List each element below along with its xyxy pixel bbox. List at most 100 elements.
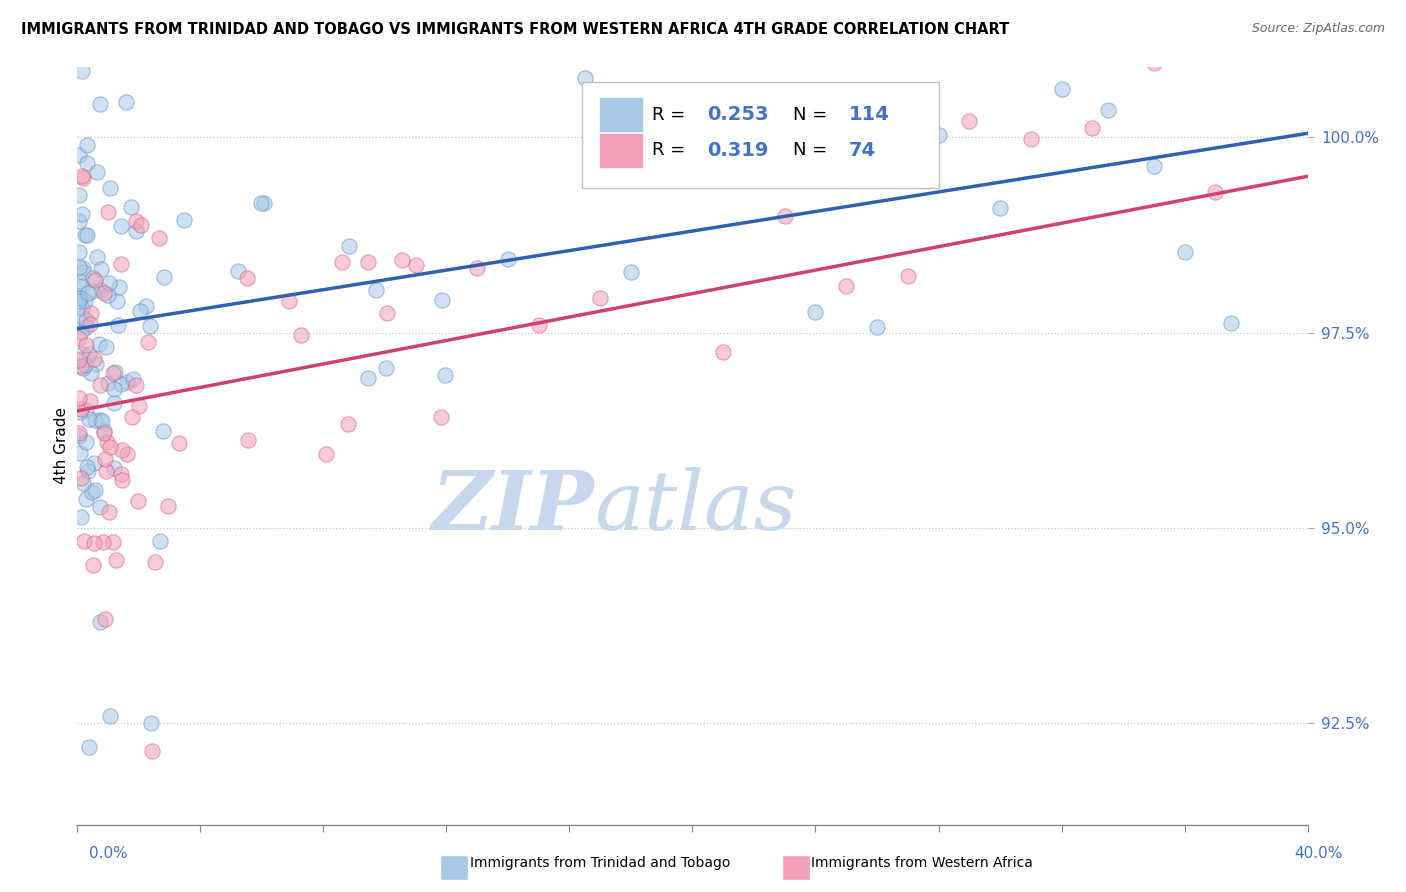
Point (73, 533, 96, 548)
Point (98, 440, 121, 454)
Point (70, 301, 93, 315)
FancyBboxPatch shape (599, 133, 644, 168)
Point (226, 264, 249, 278)
Point (76, 434, 98, 449)
Point (433, 368, 456, 382)
Point (98, 505, 121, 519)
Point (125, 224, 148, 238)
Text: Immigrants from Trinidad and Tobago: Immigrants from Trinidad and Tobago (470, 856, 730, 871)
Point (103, 461, 125, 475)
Point (357, 255, 380, 269)
Point (405, 258, 427, 272)
Point (866, 320, 889, 334)
Point (73, 227, 96, 242)
Point (70, 347, 93, 361)
Point (84, 483, 107, 498)
Point (84, 413, 107, 427)
Point (1174, 245, 1197, 260)
Point (1143, 55, 1166, 70)
Point (89, 500, 111, 514)
Point (89, 97, 111, 112)
Point (67, 244, 90, 259)
Point (110, 219, 132, 234)
Point (75, 491, 97, 506)
Text: 0.253: 0.253 (707, 105, 769, 124)
Point (1019, 132, 1042, 146)
Point (103, 382, 125, 396)
Text: R =: R = (652, 141, 690, 160)
Point (278, 294, 301, 309)
Point (96, 287, 118, 301)
Point (75, 337, 97, 351)
Text: ZIP: ZIP (432, 467, 595, 547)
Point (103, 395, 125, 409)
Point (103, 366, 125, 380)
Point (79, 411, 101, 425)
Point (143, 555, 166, 569)
Point (77, 347, 100, 361)
Point (80, 306, 103, 320)
Point (77, 464, 100, 478)
Point (111, 473, 134, 487)
Point (82, 485, 104, 500)
Point (72, 361, 94, 376)
Point (72, 64, 94, 78)
Text: 0.319: 0.319 (707, 141, 769, 160)
Point (835, 279, 858, 293)
Point (496, 252, 519, 266)
Point (72, 207, 94, 221)
Point (89, 337, 111, 351)
Point (804, 305, 827, 319)
Point (128, 399, 150, 413)
Point (101, 535, 124, 549)
Point (928, 128, 950, 143)
Point (152, 424, 174, 438)
Point (72, 169, 94, 184)
Text: 40.0%: 40.0% (1295, 846, 1343, 861)
Point (76, 156, 98, 170)
Point (70, 402, 93, 417)
Point (773, 209, 796, 223)
Point (90, 283, 112, 297)
Point (897, 269, 920, 284)
Point (82, 558, 104, 572)
Point (141, 744, 163, 758)
Point (167, 436, 190, 450)
Point (1219, 316, 1241, 330)
Point (711, 345, 734, 359)
Point (89, 377, 111, 392)
Point (83, 352, 105, 367)
Point (115, 447, 138, 461)
Point (96, 464, 118, 478)
Point (72, 260, 94, 275)
Point (67, 294, 90, 309)
Point (70, 279, 93, 293)
Point (651, 153, 673, 167)
Point (94, 452, 117, 467)
Point (69, 326, 91, 340)
Point (1081, 121, 1104, 136)
Point (69, 405, 91, 419)
Point (253, 195, 276, 210)
Point (69, 446, 91, 460)
Point (83, 536, 105, 550)
Text: atlas: atlas (595, 467, 796, 547)
Text: 114: 114 (849, 105, 890, 124)
Text: R =: R = (652, 105, 690, 124)
Point (67, 214, 90, 228)
Point (250, 195, 273, 210)
Point (315, 447, 337, 461)
Point (80, 284, 103, 298)
Point (121, 372, 143, 386)
Point (120, 200, 142, 214)
Point (76, 459, 98, 474)
Point (148, 230, 170, 244)
FancyBboxPatch shape (599, 97, 644, 132)
Point (98, 181, 121, 195)
Point (156, 499, 179, 513)
Point (69, 471, 91, 485)
Point (77, 739, 100, 754)
Point (72, 170, 94, 185)
Point (1204, 185, 1226, 199)
Point (93, 426, 115, 441)
